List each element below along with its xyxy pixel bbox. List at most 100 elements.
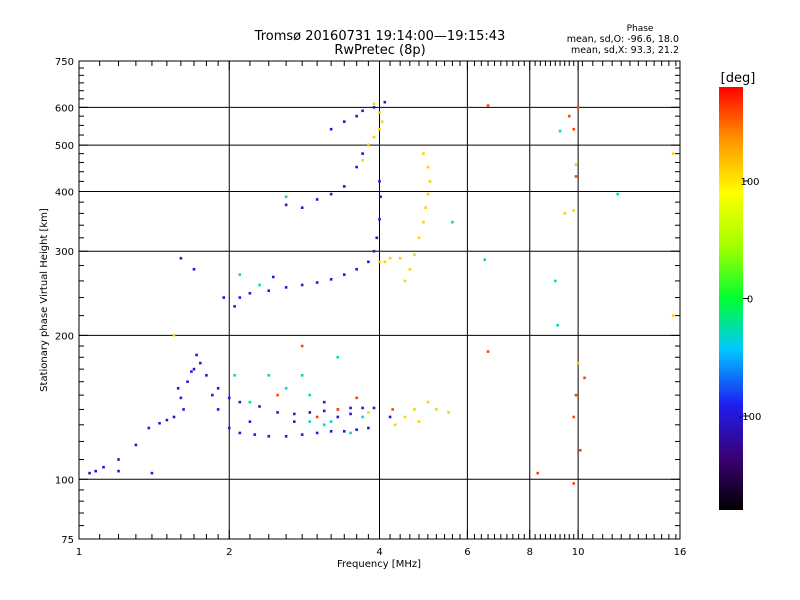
data-point <box>361 152 364 155</box>
data-point <box>486 104 490 107</box>
data-point <box>378 127 381 131</box>
data-point <box>408 267 412 271</box>
data-point <box>355 267 358 271</box>
colorbar-label: [deg] <box>721 71 756 86</box>
data-point <box>372 102 376 106</box>
data-point <box>102 465 105 469</box>
data-point <box>372 106 376 109</box>
data-point <box>227 396 231 400</box>
data-point <box>391 408 394 411</box>
data-point <box>322 409 326 413</box>
data-point <box>117 458 120 461</box>
data-point <box>315 431 319 435</box>
data-point <box>536 471 540 475</box>
y-tick-label: 200 <box>55 331 74 342</box>
data-point <box>572 415 576 419</box>
data-point <box>315 198 319 201</box>
data-point <box>182 408 185 411</box>
data-point <box>428 180 432 183</box>
data-point <box>158 421 161 425</box>
data-point <box>417 420 421 423</box>
y-tick-label: 500 <box>55 141 74 152</box>
data-point <box>117 469 120 473</box>
data-point <box>576 106 580 109</box>
x-tick-label: 1 <box>76 547 82 558</box>
data-point <box>403 279 407 283</box>
data-point <box>355 114 358 118</box>
data-point <box>342 185 346 188</box>
chart-title: Tromsø 20160731 19:14:00—19:15:43 <box>254 29 506 44</box>
data-point <box>238 296 242 299</box>
data-point <box>367 143 370 147</box>
data-point <box>671 152 675 155</box>
stats-line-x: mean, sd,X: 93.3, 21.2 <box>571 45 679 56</box>
data-point <box>447 411 450 414</box>
data-point <box>329 278 333 281</box>
data-point <box>388 415 392 419</box>
data-point <box>179 256 183 260</box>
data-point <box>199 361 202 365</box>
colorbar <box>719 87 743 510</box>
data-point <box>574 175 578 178</box>
data-point <box>572 482 576 485</box>
data-point <box>426 400 430 404</box>
data-point <box>361 158 364 162</box>
data-point <box>361 109 364 113</box>
data-point <box>616 192 619 196</box>
data-point <box>383 100 387 104</box>
data-point <box>398 256 402 260</box>
data-point <box>342 120 346 123</box>
data-point <box>284 387 288 390</box>
data-point <box>233 374 236 377</box>
data-point <box>355 165 358 169</box>
colorbar-ticks: 100 0 -100 <box>739 177 762 423</box>
data-point <box>349 431 352 435</box>
data-point <box>426 165 430 169</box>
data-point <box>572 127 576 131</box>
data-point <box>417 236 421 240</box>
grid <box>79 61 680 539</box>
data-point <box>578 448 582 452</box>
data-point <box>284 435 288 438</box>
y-axis: 75 100 200 300 400 500 600 750 <box>55 57 680 546</box>
data-point <box>378 180 381 183</box>
y-tick-label: 750 <box>55 57 74 68</box>
data-point <box>134 443 138 447</box>
data-point <box>322 400 326 404</box>
colorbar-tick-label: 100 <box>740 177 759 188</box>
data-point <box>483 258 487 261</box>
data-point <box>284 203 288 207</box>
data-point <box>342 273 346 276</box>
data-point <box>267 374 271 377</box>
data-point <box>383 260 387 264</box>
data-point <box>238 431 242 435</box>
data-point <box>349 412 352 416</box>
data-point <box>165 418 169 422</box>
data-point <box>222 296 226 299</box>
colorbar-tick-label: 0 <box>747 295 753 306</box>
data-point <box>367 426 370 430</box>
data-point <box>393 423 397 427</box>
data-point <box>372 249 376 253</box>
data-point <box>367 411 370 414</box>
x-tick-label: 16 <box>674 547 687 558</box>
data-point <box>486 350 490 353</box>
data-point <box>195 353 198 357</box>
data-point <box>380 120 384 123</box>
data-point <box>248 291 252 295</box>
data-point <box>563 212 567 215</box>
data-point <box>558 129 562 133</box>
data-point <box>349 406 352 410</box>
data-point <box>379 195 382 199</box>
data-point <box>378 217 381 221</box>
data-point <box>403 415 407 419</box>
x-tick-label: 4 <box>376 547 382 558</box>
data-point <box>186 380 189 384</box>
data-point <box>172 334 176 337</box>
data-point <box>238 273 242 276</box>
data-point <box>227 426 231 430</box>
data-point <box>267 435 271 438</box>
data-point <box>336 355 340 359</box>
data-point <box>671 314 675 317</box>
